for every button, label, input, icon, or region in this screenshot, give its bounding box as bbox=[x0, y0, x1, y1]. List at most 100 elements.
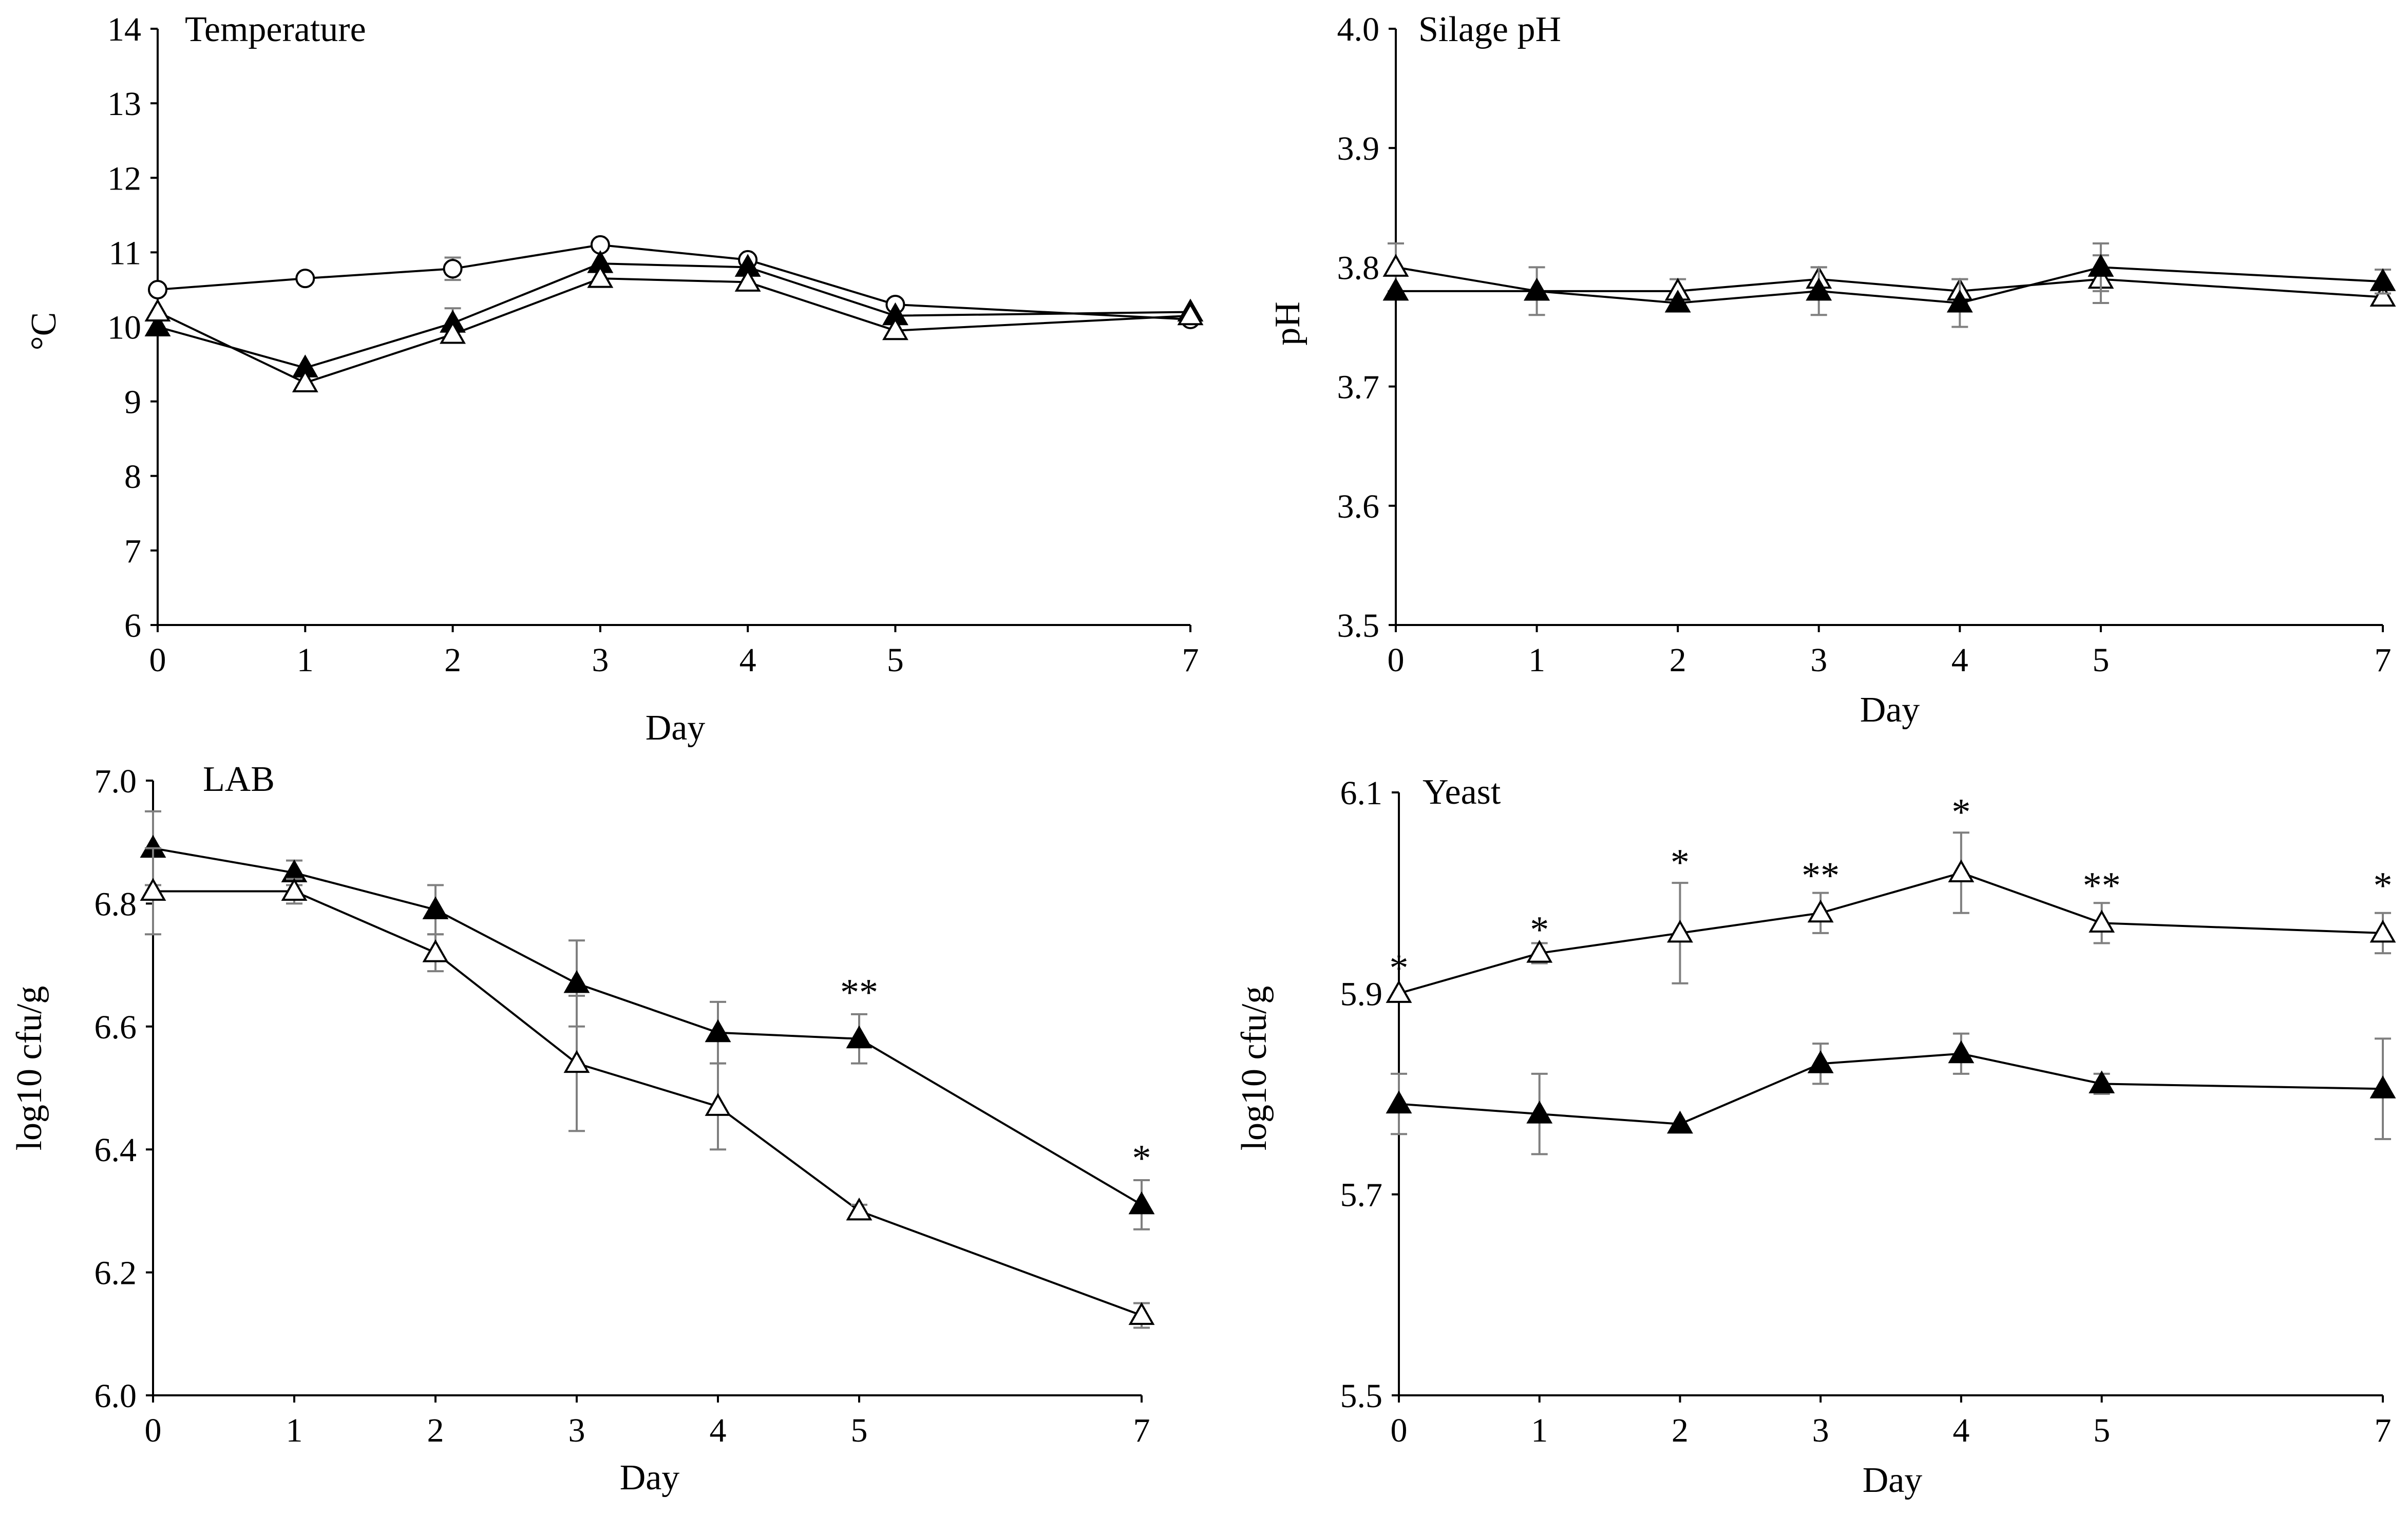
data-point-marker bbox=[1948, 859, 1975, 883]
y-tick-label: 3.5 bbox=[1337, 607, 1380, 645]
y-tick-label: 8 bbox=[124, 458, 141, 496]
y-tick-label: 11 bbox=[108, 234, 141, 272]
data-point-marker bbox=[1807, 1050, 1834, 1073]
series-line bbox=[157, 277, 1191, 384]
data-point-marker bbox=[1666, 1110, 1693, 1134]
data-point-marker bbox=[2089, 1070, 2115, 1093]
x-tick-label: 4 bbox=[710, 1412, 727, 1449]
y-tick-label: 13 bbox=[107, 85, 141, 123]
x-tick-label: 0 bbox=[1388, 641, 1405, 679]
data-point-marker bbox=[422, 896, 449, 919]
x-tick-label: 4 bbox=[1952, 1412, 1969, 1449]
data-point-marker bbox=[292, 369, 318, 392]
series-filled-triangle bbox=[1382, 242, 2396, 328]
data-point-marker bbox=[2088, 254, 2114, 277]
significance-marker: * bbox=[1951, 791, 1970, 834]
y-tick-label: 6.6 bbox=[94, 1009, 137, 1046]
series-filled-triangle bbox=[1386, 1032, 2396, 1156]
y-tick-label: 6 bbox=[124, 607, 141, 645]
y-tick-label: 3.9 bbox=[1337, 130, 1380, 167]
x-tick-label: 2 bbox=[427, 1412, 444, 1449]
x-tick-label: 2 bbox=[1672, 1412, 1689, 1449]
data-point-marker bbox=[1382, 277, 1409, 301]
x-tick-label: 1 bbox=[1531, 1412, 1548, 1449]
data-point-marker bbox=[2369, 283, 2396, 307]
data-point-marker bbox=[846, 1197, 873, 1221]
y-tick-label: 7.0 bbox=[94, 763, 137, 800]
chart-lab: 6.06.26.46.66.87.00 1 2 3 4 5 7*** bbox=[94, 763, 1155, 1449]
y-tick-label: 6.0 bbox=[94, 1377, 137, 1415]
data-point-marker bbox=[1948, 1040, 1975, 1064]
series-line bbox=[153, 890, 1142, 1317]
data-point-marker bbox=[705, 1019, 731, 1043]
y-tick-label: 10 bbox=[107, 309, 141, 347]
y-tick-label: 9 bbox=[124, 384, 141, 421]
y-axis-title: pH bbox=[1268, 301, 1307, 346]
y-axis-title: log10 cfu/g bbox=[1235, 986, 1274, 1151]
x-tick-label: 7 bbox=[1182, 641, 1199, 679]
data-point-marker bbox=[1386, 980, 1412, 1003]
chart-silage-ph: 3.5 3.6 3.7 3.8 3.9 4.0 0 1 2 3 4 5 7 bbox=[1337, 11, 2396, 679]
data-point-marker bbox=[2369, 268, 2396, 291]
series-open-triangle bbox=[144, 265, 1204, 392]
data-point-marker bbox=[1946, 290, 1973, 313]
data-point-marker bbox=[1526, 940, 1553, 963]
data-point-marker bbox=[440, 320, 466, 344]
panel-lab: LAB Day log10 cfu/g bbox=[10, 760, 679, 1498]
y-tick-label: 4.0 bbox=[1337, 11, 1380, 48]
x-tick-label: 4 bbox=[740, 641, 756, 679]
y-axis-title: °C bbox=[24, 312, 64, 351]
y-tick-label: 14 bbox=[107, 11, 141, 48]
data-point-marker bbox=[846, 1025, 873, 1049]
data-point-marker bbox=[144, 298, 171, 321]
x-tick-label: 5 bbox=[2092, 641, 2109, 679]
y-tick-label: 6.4 bbox=[94, 1131, 137, 1169]
x-tick-label: 4 bbox=[1951, 641, 1968, 679]
data-point-marker bbox=[281, 878, 308, 901]
x-tick-label: 7 bbox=[2375, 641, 2392, 679]
significance-marker: * bbox=[1390, 947, 1409, 989]
y-tick-label: 5.9 bbox=[1340, 975, 1383, 1013]
data-point-marker bbox=[144, 313, 171, 336]
x-tick-label: 1 bbox=[297, 641, 314, 679]
data-point-marker bbox=[1524, 277, 1550, 301]
data-point-marker bbox=[563, 1050, 590, 1073]
data-point-marker bbox=[1807, 899, 1834, 923]
panel-title: LAB bbox=[203, 760, 275, 799]
data-point-marker bbox=[1382, 254, 1409, 277]
significance-marker: * bbox=[1132, 1138, 1151, 1180]
data-point-marker bbox=[295, 269, 315, 289]
data-point-marker bbox=[140, 878, 166, 901]
x-tick-label: 1 bbox=[1528, 641, 1545, 679]
x-tick-label: 3 bbox=[1810, 641, 1827, 679]
significance-marker: * bbox=[2374, 865, 2393, 907]
series-open-triangle bbox=[1386, 831, 2396, 1003]
data-point-marker bbox=[705, 1093, 731, 1116]
x-tick-label: 5 bbox=[2093, 1412, 2110, 1449]
x-axis-title: Day bbox=[1863, 1461, 1923, 1500]
data-point-marker bbox=[1806, 277, 1832, 301]
significance-marker: ** bbox=[840, 972, 878, 1014]
x-axis-title: Day bbox=[620, 1458, 680, 1498]
y-tick-label: 3.7 bbox=[1337, 369, 1380, 406]
series-filled-triangle bbox=[140, 810, 1155, 1230]
x-tick-label: 5 bbox=[851, 1412, 868, 1449]
data-point-marker bbox=[563, 970, 590, 993]
chart-yeast: 5.55.75.96.10 1 2 3 4 5 7*** ***** * bbox=[1340, 774, 2396, 1449]
x-tick-label: 0 bbox=[1391, 1412, 1408, 1449]
x-tick-label: 3 bbox=[1812, 1412, 1829, 1449]
x-tick-label: 2 bbox=[444, 641, 461, 679]
significance-marker: ** bbox=[1802, 855, 1840, 897]
y-tick-label: 12 bbox=[107, 160, 141, 197]
y-tick-label: 6.8 bbox=[94, 885, 137, 923]
significance-marker: ** bbox=[2083, 865, 2121, 907]
data-point-marker bbox=[882, 317, 908, 340]
x-tick-label: 2 bbox=[1670, 641, 1686, 679]
data-point-marker bbox=[587, 265, 614, 288]
x-axis-title: Day bbox=[646, 708, 706, 748]
panel-title: Temperature bbox=[185, 10, 366, 49]
x-tick-label: 3 bbox=[568, 1412, 585, 1449]
x-tick-label: 7 bbox=[1133, 1412, 1150, 1449]
